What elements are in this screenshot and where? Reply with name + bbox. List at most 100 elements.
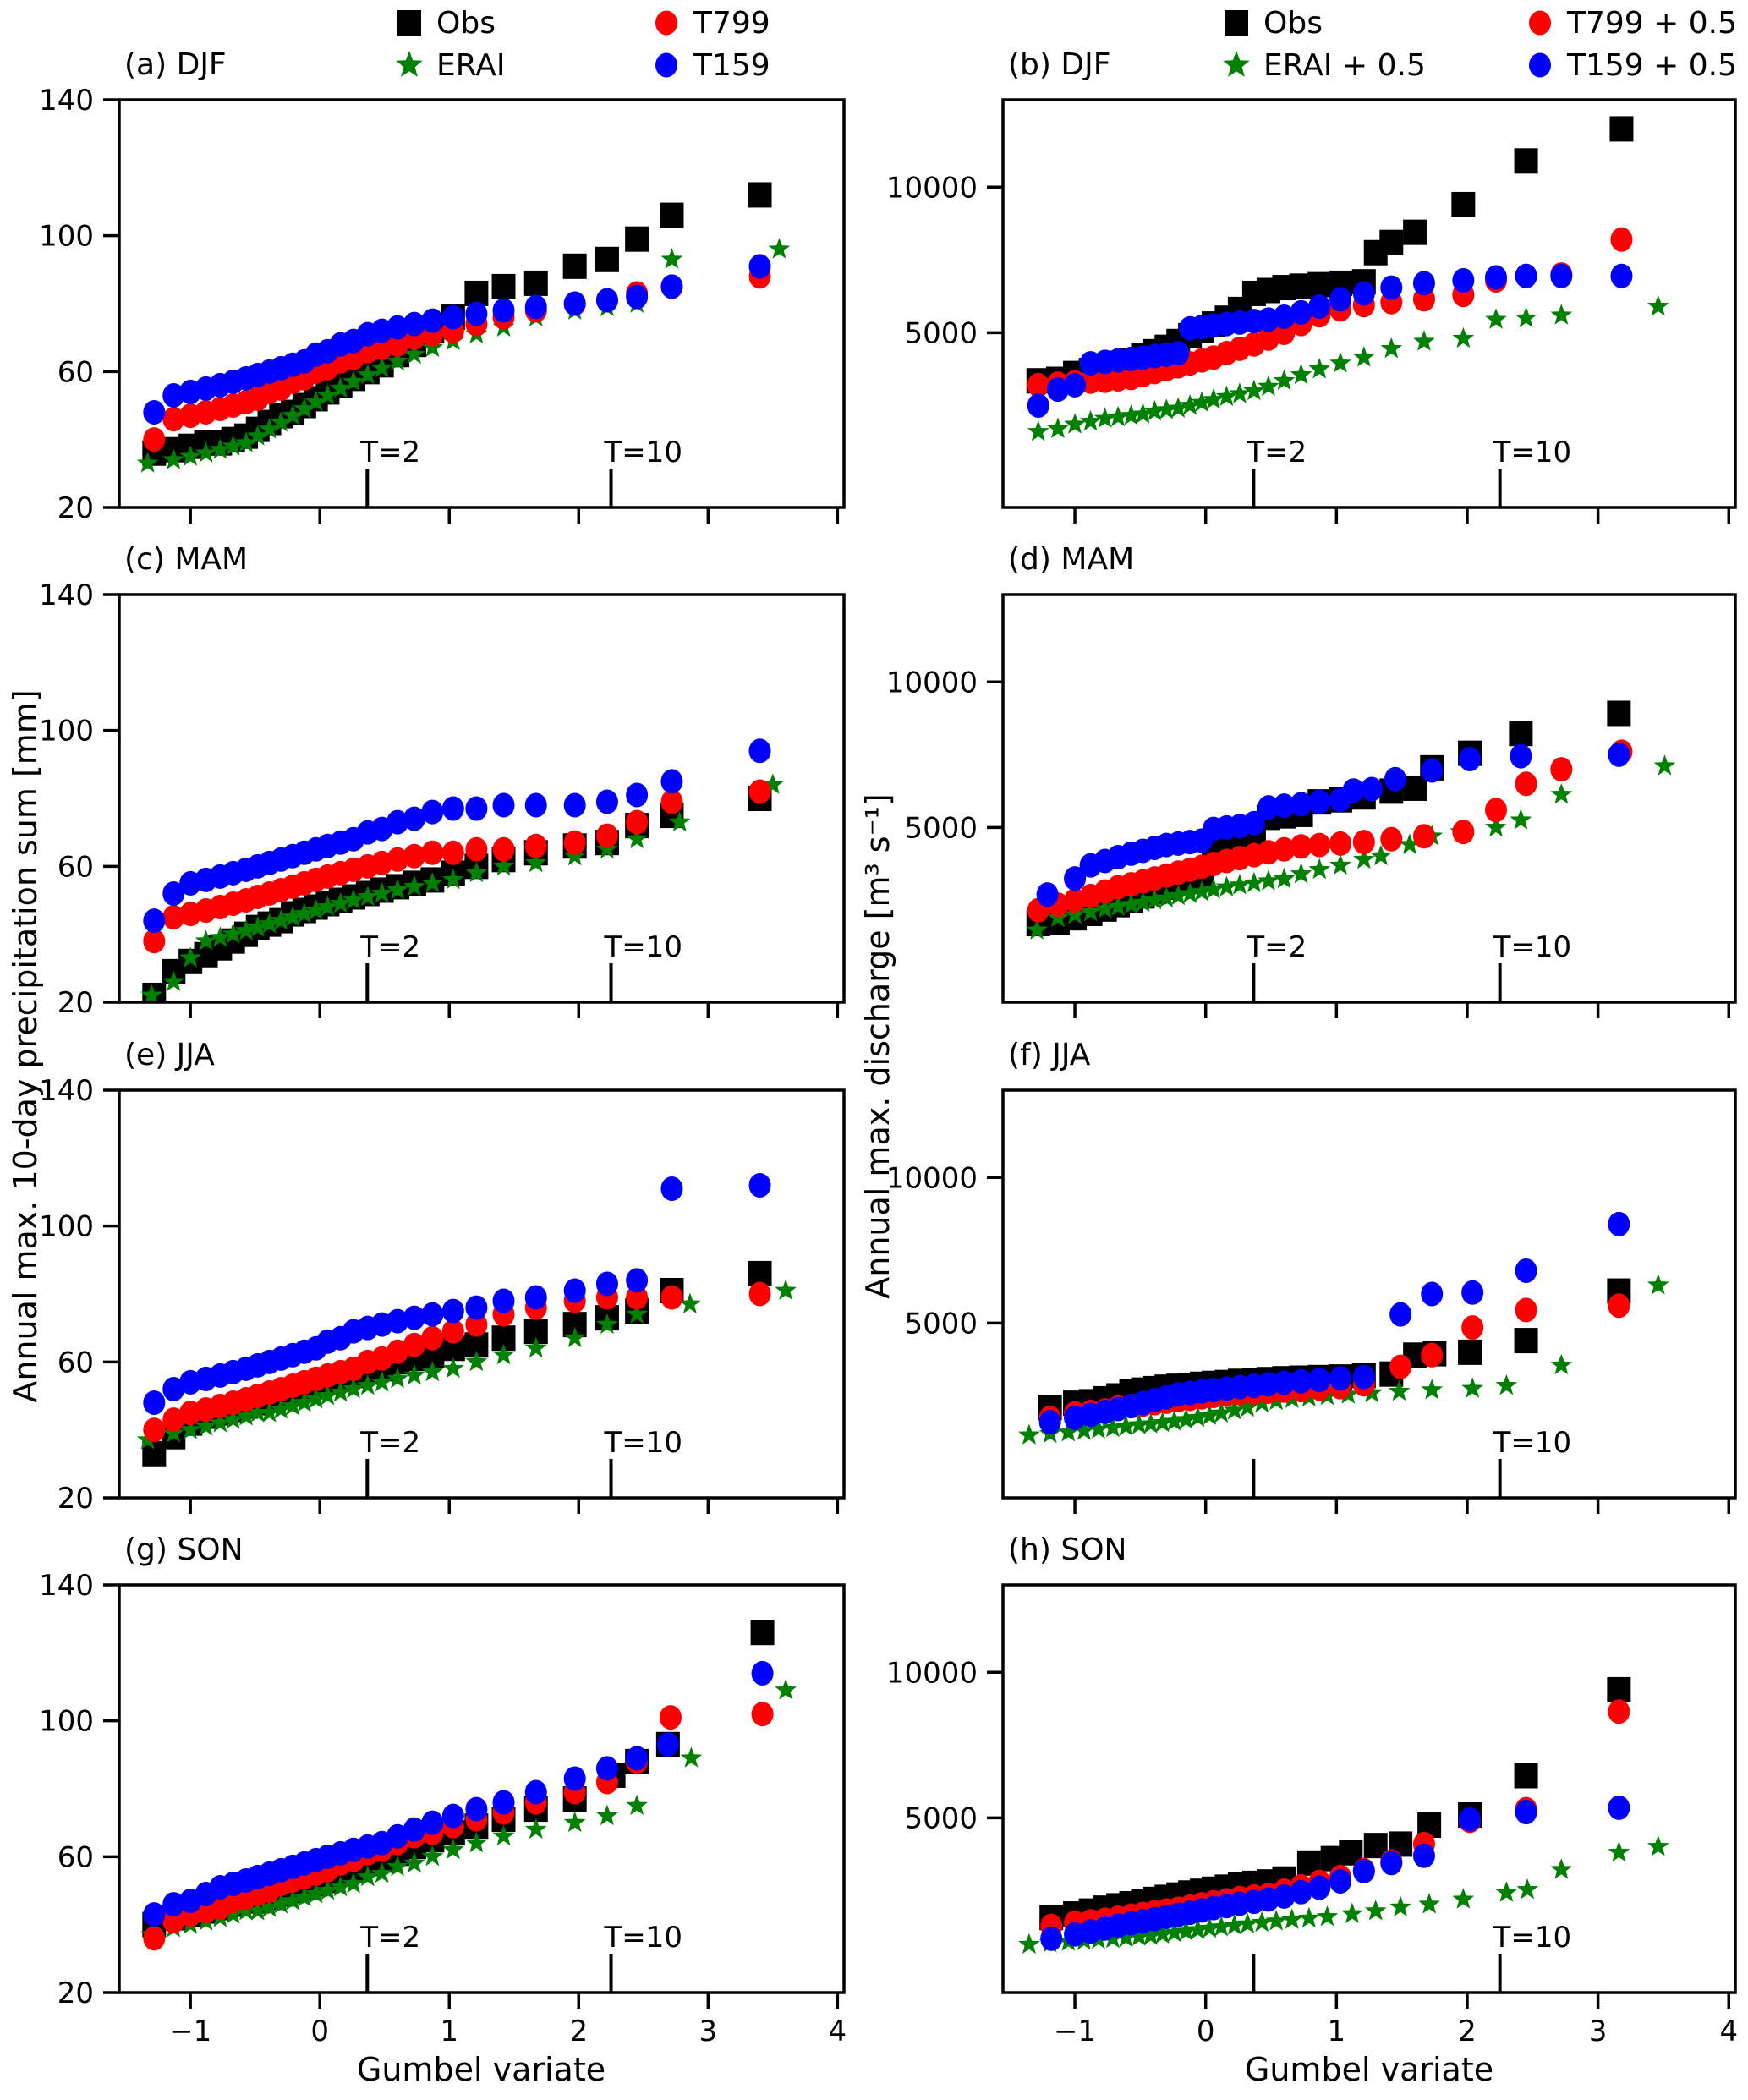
legend-label-t159-plus: T159 + 0.5 <box>1567 47 1738 83</box>
t799-circle-icon <box>1513 5 1567 41</box>
y-tick-label: 100 <box>39 1210 94 1244</box>
x-axis-label-right: Gumbel variate <box>1244 2051 1494 2088</box>
panel-e-series-t159 <box>143 1172 771 1416</box>
y-tick-label: 20 <box>58 491 94 525</box>
y-tick-label: 140 <box>39 1074 94 1108</box>
panel-h-frame <box>1001 1583 1737 1994</box>
panel-g-series-t159 <box>143 1660 774 1927</box>
legend-label-erai: ERAI <box>436 47 506 83</box>
panel-c-tmark <box>365 963 370 1002</box>
legend-right: Obs T799 + 0.5 ERAI + 0.5 T159 + 0.5 <box>1209 2 1748 86</box>
t159-circle-icon <box>639 47 693 83</box>
x-tick-label: 0 <box>310 2015 329 2048</box>
panel-c-frame <box>118 593 846 1004</box>
x-tick-label: −1 <box>1054 2015 1096 2048</box>
legend-label-t159: T159 <box>693 47 770 83</box>
panel-d-tmark <box>1252 963 1256 1002</box>
panel-a-tmark <box>365 469 370 507</box>
panel-h-series-obs <box>1039 1676 1631 1931</box>
panel-d-tmark <box>1498 963 1502 1002</box>
panel-e-title: (e) JJA <box>124 1038 215 1072</box>
panel-c-series-t799 <box>143 779 771 954</box>
panel-h-title: (h) SON <box>1008 1533 1127 1567</box>
panel-a-series-t159 <box>143 254 771 425</box>
panel-e-tmark-label: T=10 <box>604 1426 683 1460</box>
panel-d-points <box>1026 700 1676 940</box>
y-axis-label-discharge: Annual max. discharge [m³ s⁻¹] <box>859 793 896 1299</box>
panel-f-frame <box>1001 1088 1737 1500</box>
obs-square-icon <box>1209 5 1263 41</box>
panel-c-tmark-label: T=10 <box>604 930 683 964</box>
panel-d-title: (d) MAM <box>1008 542 1135 577</box>
panel-g-tmark-label: T=10 <box>604 1921 683 1955</box>
panel-d-series-t799-0-5 <box>1027 739 1633 923</box>
panel-b-series-t159-0-5 <box>1027 263 1633 418</box>
panel-a-title: (a) DJF <box>124 47 227 82</box>
panel-h-points <box>1018 1676 1669 1955</box>
panel-g-frame <box>118 1583 846 1994</box>
x-tick-label: 2 <box>1458 2015 1477 2048</box>
x-tick-label: 0 <box>1197 2015 1215 2048</box>
panel-c-title: (c) MAM <box>124 542 249 577</box>
panel-g-tmark <box>609 1954 613 1993</box>
panel-d-tmark-label: T=10 <box>1493 930 1572 964</box>
panel-f-tmark-label: T=10 <box>1493 1426 1572 1460</box>
y-tick-label: 60 <box>58 1840 94 1874</box>
erai-star-icon <box>382 47 436 83</box>
panel-f-tmark <box>1498 1459 1502 1498</box>
y-tick-label: 60 <box>58 355 94 389</box>
y-tick-label: 140 <box>39 84 94 118</box>
legend-label-obs: Obs <box>1263 5 1323 41</box>
panel-c-tmark <box>609 963 613 1002</box>
panel-b-tmark-label: T=2 <box>1246 436 1307 469</box>
y-tick-label: 60 <box>58 1346 94 1379</box>
panel-e-frame <box>118 1088 846 1500</box>
panel-a-frame <box>118 98 846 509</box>
x-tick-label: 3 <box>699 2015 717 2048</box>
panel-f-title: (f) JJA <box>1008 1038 1091 1072</box>
y-tick-label: 10000 <box>886 1161 978 1195</box>
panel-d-series-t159-0-5 <box>1036 742 1630 907</box>
panel-e-points <box>136 1172 797 1467</box>
panel-c-series-t159 <box>143 738 771 934</box>
t799-circle-icon <box>639 5 693 41</box>
x-tick-label: 3 <box>1589 2015 1608 2048</box>
y-tick-label: 20 <box>58 986 94 1020</box>
x-tick-label: 1 <box>1328 2015 1346 2048</box>
panel-f-series-t159-0-5 <box>1038 1211 1630 1434</box>
y-tick-label: 100 <box>39 715 94 748</box>
panel-e-tmark <box>609 1459 613 1498</box>
y-tick-label: 10000 <box>886 1656 978 1690</box>
panel-h-tmark-label: T=10 <box>1493 1921 1572 1955</box>
panel-a-tmark-label: T=2 <box>359 436 420 469</box>
x-tick-label: −1 <box>169 2015 211 2048</box>
x-tick-label: 2 <box>569 2015 588 2048</box>
obs-square-icon <box>382 5 436 41</box>
panel-a-tmark-label: T=10 <box>604 436 683 469</box>
legend-label-obs: Obs <box>436 5 496 41</box>
panel-b-points <box>1026 116 1669 441</box>
panel-f-points <box>1018 1211 1669 1445</box>
y-tick-label: 5000 <box>904 1307 978 1341</box>
y-tick-label: 10000 <box>886 666 978 699</box>
panel-b-series-erai-0-5 <box>1027 294 1669 441</box>
panel-b-frame <box>1001 98 1737 509</box>
panel-a-points <box>136 182 791 473</box>
y-tick-label: 5000 <box>904 811 978 845</box>
panel-g-tmark <box>365 1954 370 1993</box>
y-tick-label: 5000 <box>904 316 978 350</box>
panel-h-series-t159-0-5 <box>1040 1795 1630 1951</box>
panel-h-tmark <box>1252 1954 1256 1993</box>
legend-label-erai-plus: ERAI + 0.5 <box>1263 47 1426 83</box>
y-tick-label: 140 <box>39 1569 94 1603</box>
y-tick-label: 10000 <box>886 171 978 205</box>
panel-b-tmark <box>1498 469 1502 507</box>
x-axis-label-left: Gumbel variate <box>356 2051 606 2088</box>
legend-label-t799-plus: T799 + 0.5 <box>1567 5 1738 41</box>
panel-b-title: (b) DJF <box>1008 47 1111 82</box>
panel-f-tmark <box>1252 1459 1256 1498</box>
y-tick-label: 5000 <box>904 1801 978 1835</box>
x-tick-label: 1 <box>440 2015 458 2048</box>
